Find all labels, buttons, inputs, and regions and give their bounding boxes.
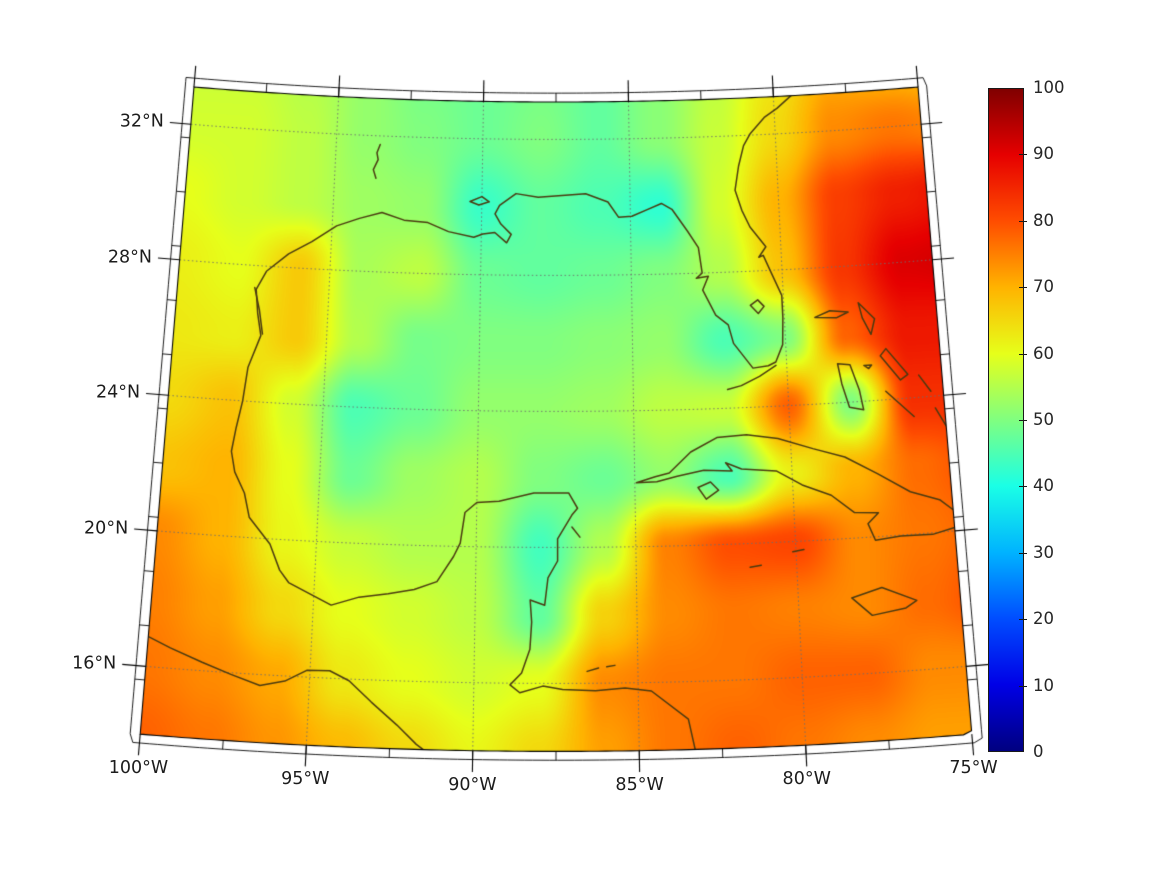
colorbar-tick-20 bbox=[1019, 619, 1027, 621]
colorbar-tick-80 bbox=[1019, 220, 1027, 222]
colorbar-tick-label-80: 80 bbox=[1033, 210, 1054, 230]
colorbar-tick-70 bbox=[1019, 287, 1027, 289]
colorbar-tick-label-90: 90 bbox=[1033, 144, 1054, 164]
colorbar-tick-30 bbox=[1019, 552, 1027, 554]
colorbar-tick-90 bbox=[1019, 154, 1027, 156]
colorbar: 0 10 20 30 40 50 60 70 80 90 100 bbox=[988, 79, 1065, 759]
colorbar-tick-label-30: 30 bbox=[1033, 542, 1054, 562]
colorbar-tick-label-20: 20 bbox=[1033, 608, 1054, 628]
colorbar-tick-label-60: 60 bbox=[1033, 343, 1054, 363]
colorbar-tick-40 bbox=[1019, 486, 1027, 488]
colorbar-tick-10 bbox=[1019, 685, 1027, 687]
colorbar-tick-label-10: 10 bbox=[1033, 675, 1054, 695]
colorbar-tick-label-50: 50 bbox=[1033, 409, 1054, 429]
colorbar-tick-label-40: 40 bbox=[1033, 476, 1054, 496]
colorbar-tick-50 bbox=[1019, 420, 1027, 421]
colorbar-tick-60 bbox=[1019, 353, 1027, 355]
colorbar-tick-label-0: 0 bbox=[1033, 741, 1044, 761]
colorbar-tick-label-100: 100 bbox=[1033, 77, 1065, 97]
colorbar-tick-label-70: 70 bbox=[1033, 276, 1054, 296]
